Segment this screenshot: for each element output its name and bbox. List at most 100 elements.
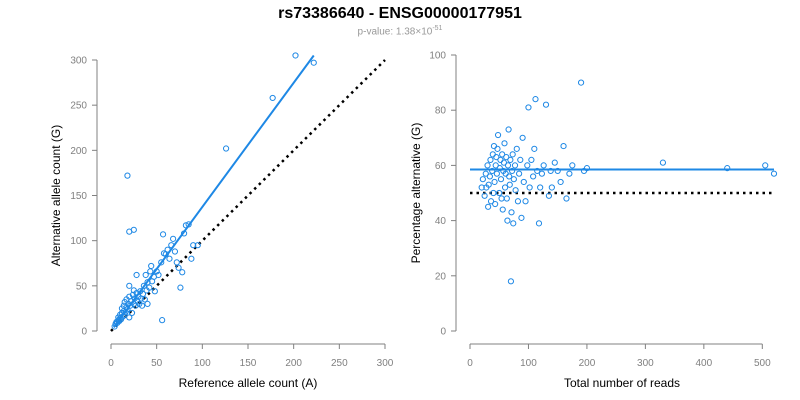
right-data-point	[500, 159, 508, 166]
left-data-point	[141, 296, 148, 303]
right-x-tick-label: 200	[579, 358, 596, 369]
left-data-point	[130, 226, 137, 233]
pvalue-text: p-value: 1.38×10	[357, 26, 433, 38]
pvalue-subtitle: p-value: 1.38×10-51	[0, 25, 800, 37]
left-data-point	[148, 262, 155, 270]
left-data-point	[310, 59, 317, 66]
right-data-point	[551, 159, 558, 166]
right-data-point	[482, 170, 489, 177]
right-data-point	[525, 104, 532, 111]
right-data-point	[503, 154, 510, 161]
left-data-point	[159, 231, 167, 238]
right-data-point	[532, 96, 539, 103]
right-data-point	[506, 181, 513, 188]
right-data-point	[514, 198, 522, 205]
right-data-point	[503, 195, 510, 202]
right-data-point	[485, 181, 492, 188]
right-data-point	[511, 162, 519, 169]
right-data-point	[554, 167, 561, 175]
right-data-point	[522, 198, 529, 205]
left-data-point	[126, 282, 133, 289]
right-data-point	[517, 156, 524, 163]
left-x-tick-label: 250	[331, 358, 348, 369]
left-x-tick-label: 300	[377, 358, 394, 369]
left-data-point	[159, 317, 166, 324]
left-data-point	[173, 259, 180, 266]
right-data-point	[508, 209, 515, 216]
right-data-point	[490, 142, 498, 150]
left-data-point	[144, 279, 151, 286]
left-x-tick-label: 50	[151, 358, 163, 369]
right-data-point	[534, 167, 541, 175]
left-y-axis-label: Alternative allele count (G)	[49, 125, 63, 266]
left-x-tick-label: 150	[240, 358, 257, 369]
right-data-point	[531, 145, 538, 152]
right-data-point	[513, 145, 520, 152]
left-data-point	[155, 271, 162, 279]
left-data-point	[222, 145, 230, 152]
left-data-point	[190, 242, 197, 249]
left-data-point	[140, 282, 147, 289]
right-y-tick-label: 60	[435, 161, 447, 172]
right-data-point	[492, 200, 499, 208]
right-data-point	[545, 192, 553, 199]
right-data-point	[510, 176, 517, 183]
right-data-point	[724, 165, 731, 172]
left-data-point	[133, 271, 140, 279]
right-x-tick-label: 500	[754, 358, 771, 369]
right-y-tick-label: 80	[435, 106, 447, 117]
left-data-point	[128, 309, 136, 317]
left-x-axis-label: Reference allele count (A)	[179, 376, 318, 390]
right-data-point	[496, 189, 503, 197]
right-data-point	[501, 184, 509, 191]
right-data-point	[494, 145, 501, 152]
right-y-tick-label: 100	[429, 51, 446, 62]
left-data-point	[124, 172, 131, 179]
right-data-point	[526, 184, 533, 191]
right-data-point	[537, 184, 544, 191]
right-data-point	[489, 167, 496, 175]
right-data-point	[497, 176, 505, 183]
left-data-point	[171, 248, 179, 255]
right-data-point	[499, 206, 506, 213]
left-data-point	[138, 302, 146, 309]
right-data-point	[486, 173, 493, 180]
right-data-point	[583, 165, 591, 172]
left-data-point	[139, 290, 147, 298]
left-data-point	[144, 300, 151, 307]
right-data-point	[577, 79, 585, 86]
right-data-point	[494, 131, 502, 139]
left-y-tick-label: 250	[70, 101, 87, 112]
left-data-point	[269, 94, 276, 102]
right-data-point	[485, 203, 492, 210]
right-y-tick-label: 40	[435, 216, 447, 227]
right-data-point	[566, 170, 573, 177]
left-data-point	[170, 235, 177, 242]
right-data-point	[490, 189, 497, 197]
right-y-tick-label: 0	[440, 327, 446, 338]
right-data-point	[487, 198, 495, 205]
right-data-point	[498, 195, 505, 202]
right-data-point	[497, 156, 504, 163]
right-data-point	[512, 187, 519, 194]
right-data-point	[510, 220, 517, 227]
left-data-point	[175, 264, 182, 271]
right-data-point	[478, 184, 485, 191]
right-data-point	[504, 162, 512, 169]
left-y-tick-label: 100	[70, 236, 87, 247]
right-data-point	[762, 162, 769, 169]
right-data-point	[493, 170, 500, 177]
right-data-point	[528, 156, 535, 163]
right-data-point	[491, 178, 498, 186]
right-data-point	[484, 162, 491, 169]
right-data-point	[530, 173, 537, 180]
right-data-point	[560, 142, 567, 150]
right-data-point	[520, 178, 527, 186]
right-data-point	[548, 184, 555, 191]
left-x-tick-label: 0	[108, 358, 114, 369]
left-data-point	[292, 52, 299, 59]
right-data-point	[659, 159, 667, 166]
right-x-axis-label: Total number of reads	[564, 376, 680, 390]
